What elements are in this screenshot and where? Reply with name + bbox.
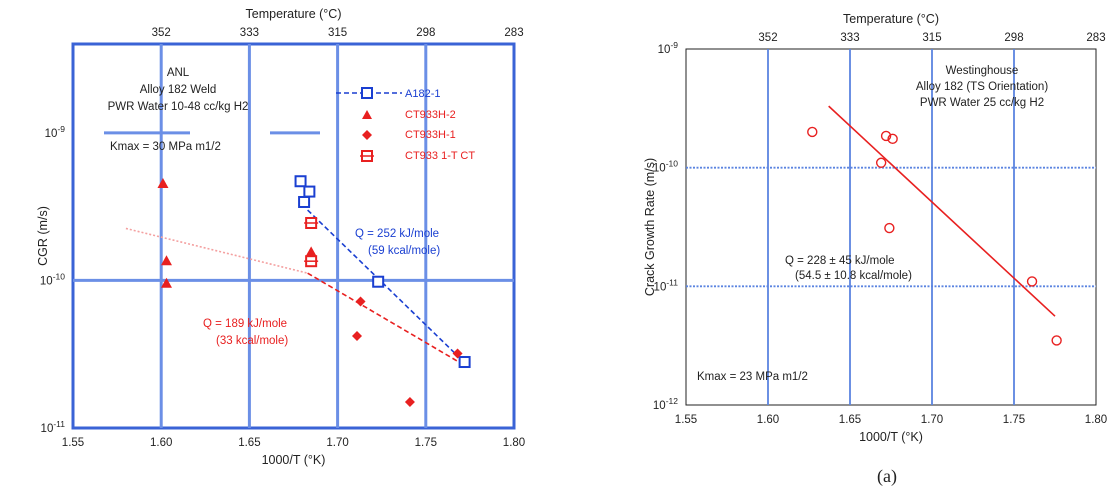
top-tick-label: 333 [840,32,859,44]
top-tick-label: 315 [922,32,941,44]
legend-marker-ct933h1 [362,130,372,140]
x-tick-label: 1.65 [839,414,861,426]
data-point-circle [1051,335,1062,346]
environment-label: PWR Water 10-48 cc/kg H2 [108,101,249,113]
environment-label: PWR Water 25 cc/kg H2 [920,97,1044,109]
data-point-circle [1026,276,1038,287]
tick-labels: 1.55 1.60 1.65 1.70 1.75 1.80 352 333 315 298 283 1… [40,27,525,449]
x-tick-label: 1.55 [62,437,84,449]
tick-labels: 1.55 1.60 1.65 1.70 1.75 1.80 352 333 315 298 283 1… [653,32,1107,426]
q-red-line1: Q = 189 kJ/mole [203,318,287,330]
top-axis-label: Temperature (°C) [246,7,342,21]
x-tick-label: 1.80 [1085,414,1107,426]
legend-label-ct933-1t: CT933 1-T CT [405,150,475,162]
fit-line [307,209,467,365]
lab-label: Westinghouse [946,65,1019,77]
q-blue-line1: Q = 252 kJ/mole [355,228,439,240]
data-point-circle [880,130,892,142]
data-point-circle [807,126,818,138]
x-tick-label: 1.70 [921,414,943,426]
x-axis-label: 1000/T (°K) [859,430,923,444]
x-tick-label: 1.70 [326,437,348,449]
data-points [157,175,471,408]
data-point-diamond [352,331,363,342]
data-point-circle [884,222,895,234]
y-tick-label: 10-12 [653,396,678,412]
plot-frame [71,42,516,430]
data-point-diamond [452,348,463,359]
legend: A182-1 CT933H-2 CT933H-1 CT933 1-T CT [336,87,475,162]
top-axis-label: Temperature (°C) [843,12,939,26]
data-point-diamond [355,296,366,307]
x-axis-label: 1000/T (°K) [262,453,326,467]
y-axis-label: Crack Growth Rate (m/s) [643,158,657,296]
top-tick-label: 298 [416,27,435,39]
q-red-line2: (33 kcal/mole) [216,335,288,347]
y-tick-label: 10-9 [658,40,679,56]
top-tick-label: 315 [328,27,347,39]
data-point-triangle [157,178,169,189]
kmax-label: Kmax = 23 MPa m1/2 [697,371,808,383]
legend-label-a182: A182-1 [405,88,440,100]
x-tick-label: 1.60 [757,414,779,426]
data-point-square [294,175,307,188]
top-tick-label: 283 [1086,32,1105,44]
fit-line [828,105,1056,317]
data-point-square [303,185,316,198]
x-tick-label: 1.55 [675,414,697,426]
data-point-circle [887,133,898,145]
kmax-label: Kmax = 30 MPa m1/2 [110,141,221,153]
y-tick-label: 10-10 [40,271,65,287]
westinghouse-cgr-chart: 1.55 1.60 1.65 1.70 1.75 1.80 352 333 315 298 283 1… [643,12,1107,444]
legend-marker-a182 [361,87,373,99]
y-tick-label: 10-9 [45,124,66,140]
data-point-circle [875,157,887,168]
top-tick-label: 333 [240,27,259,39]
x-tick-label: 1.75 [415,437,437,449]
top-tick-label: 298 [1004,32,1023,44]
data-point-square [458,356,471,369]
top-tick-label: 352 [152,27,171,39]
y-tick-label: 10-11 [41,419,66,435]
q-label-line2: (54.5 ± 10.8 kcal/mole) [795,270,912,282]
top-tick-label: 283 [504,27,523,39]
data-point-triangle [305,246,317,257]
fit-line [307,272,464,366]
data-point-triangle [160,277,172,288]
top-tick-label: 352 [758,32,777,44]
y-axis-label: CGR (m/s) [36,206,50,266]
fit-lines [828,105,1056,317]
figure-caption: (a) [877,466,897,487]
x-tick-label: 1.65 [238,437,260,449]
material-label: Alloy 182 (TS Orientation) [916,81,1048,93]
legend-label-ct933h1: CT933H-1 [405,129,456,141]
fit-lines [125,209,467,366]
x-tick-label: 1.80 [503,437,525,449]
x-tick-label: 1.75 [1003,414,1025,426]
grid [73,44,514,428]
lab-label: ANL [167,67,190,79]
y-tick-label: 10-10 [653,159,678,175]
grid [686,49,1096,405]
q-label-line1: Q = 228 ± 45 kJ/mole [785,255,895,267]
data-points [807,126,1062,346]
legend-marker-ct933h2 [362,110,372,119]
data-point-diamond [404,397,415,408]
q-blue-line2: (59 kcal/mole) [368,245,440,257]
fit-line [125,227,308,274]
x-tick-label: 1.60 [150,437,172,449]
data-point-square [298,195,311,208]
legend-label-ct933h2: CT933H-2 [405,109,456,121]
material-label: Alloy 182 Weld [140,84,217,96]
data-point-triangle [160,255,172,266]
data-point-square [372,275,385,288]
plot-frame [685,48,1097,406]
y-tick-label: 10-11 [654,277,679,293]
anl-cgr-chart: 1.55 1.60 1.65 1.70 1.75 1.80 352 333 315 298 283 1… [36,7,525,467]
